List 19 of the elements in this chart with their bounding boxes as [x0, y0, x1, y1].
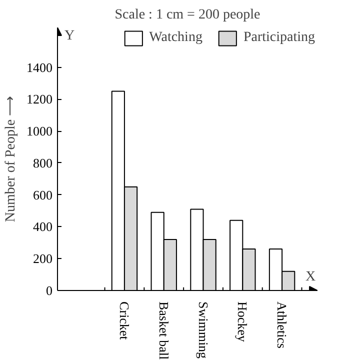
text: Y [64, 28, 75, 44]
y-tick-label: 600 [33, 187, 52, 202]
y-tick-label: 400 [33, 219, 52, 234]
y-tick-label: 200 [33, 251, 52, 266]
y-tick-label: 1000 [26, 124, 52, 139]
x-tick-label: Basket ball [156, 302, 172, 360]
x-axis-title: X [306, 270, 316, 284]
x-tick-label: Athletics [274, 302, 290, 348]
text: Scale : 1 cm = 200 people [114, 8, 260, 22]
x-tick-label: Swimming [196, 302, 211, 360]
y-axis-title: Number of People ⟶ [4, 96, 18, 222]
y-tick-label: 0 [46, 283, 52, 298]
y-tick-label: 1400 [26, 60, 52, 75]
x-tick-label: Hockey [235, 302, 250, 342]
legend-label: Participating [243, 30, 315, 46]
y-tick-label: 800 [33, 155, 52, 170]
y-tick-label: 1200 [26, 92, 52, 107]
x-tick-label: Cricket [116, 302, 132, 340]
legend-label: Watching [149, 30, 202, 46]
